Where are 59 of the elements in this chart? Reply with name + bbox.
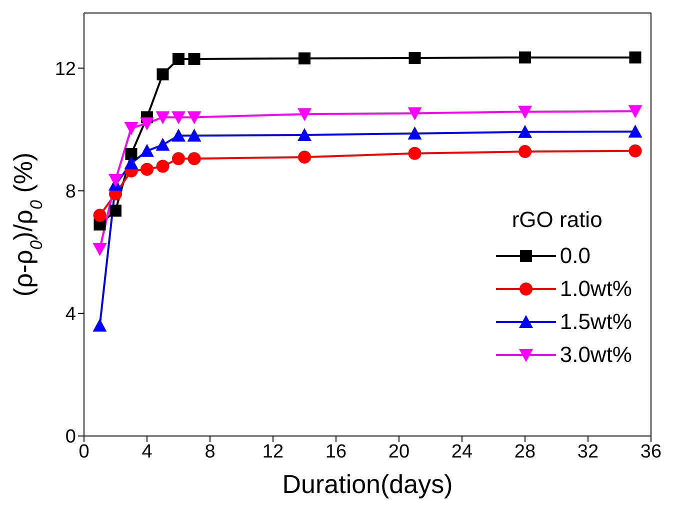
point xyxy=(519,51,531,64)
point xyxy=(156,111,170,124)
point xyxy=(140,144,154,157)
point xyxy=(156,138,170,151)
point xyxy=(92,243,107,256)
point xyxy=(172,52,184,65)
point xyxy=(298,52,310,64)
point xyxy=(172,128,186,142)
x-tick-label: 32 xyxy=(577,441,599,462)
legend-label: 1.5wt% xyxy=(560,308,632,334)
x-tick-label: 16 xyxy=(325,441,347,462)
point xyxy=(188,52,200,65)
point xyxy=(628,124,642,138)
point xyxy=(518,124,532,138)
point xyxy=(188,152,201,166)
point xyxy=(125,148,138,160)
point xyxy=(298,128,312,141)
point xyxy=(92,318,107,332)
point xyxy=(408,126,422,140)
point xyxy=(298,108,312,122)
point xyxy=(408,52,421,64)
point xyxy=(172,152,185,166)
point xyxy=(408,146,422,160)
legend-title: rGO ratio xyxy=(512,207,604,233)
point xyxy=(187,111,202,124)
point xyxy=(140,162,154,176)
point xyxy=(140,117,154,130)
point xyxy=(172,111,186,124)
point xyxy=(408,107,422,120)
x-tick-label: 20 xyxy=(388,441,410,462)
point xyxy=(156,160,170,173)
point xyxy=(628,105,642,118)
x-axis-title: Duration(days) xyxy=(282,469,453,499)
legend-label: 0.0 xyxy=(560,242,590,268)
y-tick-label: 0 xyxy=(65,426,76,448)
y-tick-label: 8 xyxy=(65,182,76,203)
point xyxy=(108,174,122,188)
legend-label: 3.0wt% xyxy=(560,342,632,368)
x-tick-label: 8 xyxy=(204,441,216,462)
point xyxy=(124,156,138,170)
point xyxy=(156,68,169,80)
legend-label: 1.0wt% xyxy=(560,276,632,302)
x-tick-label: 0 xyxy=(78,441,90,462)
x-tick-label: 36 xyxy=(640,441,662,462)
point xyxy=(124,122,138,135)
point xyxy=(629,51,642,64)
point xyxy=(187,128,202,142)
point xyxy=(298,150,311,164)
x-tick-label: 12 xyxy=(262,441,284,462)
x-tick-label: 24 xyxy=(451,441,473,462)
x-tick-label: 28 xyxy=(514,441,536,462)
point xyxy=(110,204,122,217)
y-tick-label: 12 xyxy=(54,58,76,80)
point xyxy=(518,145,532,158)
x-tick-label: 4 xyxy=(142,441,153,462)
y-tick-label: 4 xyxy=(65,304,76,326)
point xyxy=(93,208,106,222)
point xyxy=(518,106,532,119)
point xyxy=(628,144,642,158)
